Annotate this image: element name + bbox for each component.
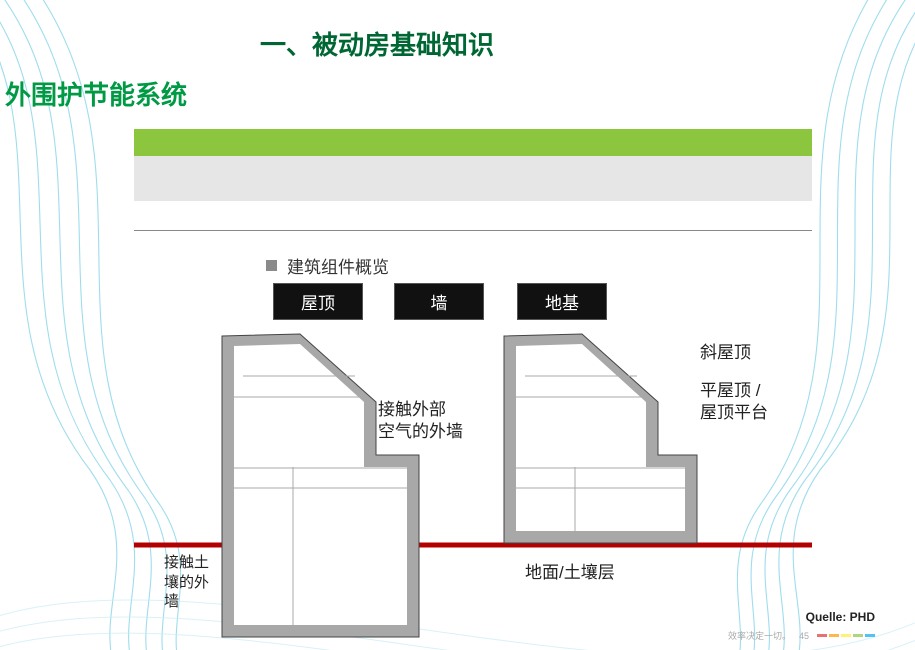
house-on-ground (504, 334, 697, 543)
square-bullet-icon (266, 260, 277, 271)
label-flat-roof: 平屋顶 / 屋顶平台 (700, 380, 768, 424)
divider-line (134, 230, 812, 231)
footer-text: 效率决定一切。 (728, 629, 791, 642)
component-button-roof[interactable]: 屋顶 (273, 283, 363, 320)
label-soil-wall: 接触土 壤的外 墙 (164, 553, 209, 612)
component-button-foundation[interactable]: 地基 (517, 283, 607, 320)
label-outer-wall: 接触外部 空气的外墙 (378, 399, 463, 443)
label-slant-roof: 斜屋顶 (700, 342, 751, 364)
header-gray-bar (134, 156, 812, 201)
house-with-basement (222, 334, 419, 637)
label-ground-layer: 地面/土壤层 (525, 562, 615, 584)
source-text: Quelle: PHD (806, 610, 875, 624)
color-dashes-icon (817, 634, 875, 637)
overview-label: 建筑组件概览 (287, 253, 389, 278)
footer-page: 45 (799, 631, 809, 641)
overview-row: 建筑组件概览 (266, 253, 389, 278)
footer: 效率决定一切。 45 (728, 629, 875, 642)
page-main-title: 一、被动房基础知识 (260, 25, 494, 62)
page-sub-title: 外围护节能系统 (5, 75, 187, 112)
component-button-wall[interactable]: 墙 (394, 283, 484, 320)
header-green-bar (134, 129, 812, 156)
